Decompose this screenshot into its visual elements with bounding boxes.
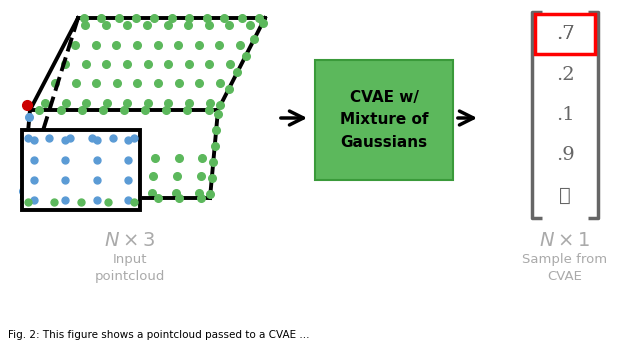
Text: .7: .7 bbox=[556, 25, 574, 43]
Text: CVAE w/
Mixture of
Gaussians: CVAE w/ Mixture of Gaussians bbox=[340, 90, 428, 150]
Text: ⋮: ⋮ bbox=[559, 187, 571, 205]
Text: .2: .2 bbox=[556, 65, 574, 84]
Bar bbox=[535, 15, 595, 53]
Text: .9: .9 bbox=[556, 147, 574, 165]
Text: $N\times3$: $N\times3$ bbox=[104, 232, 156, 250]
Text: Sample from
CVAE: Sample from CVAE bbox=[522, 253, 607, 283]
Text: .7: .7 bbox=[556, 25, 574, 43]
Text: Fig. 2: This figure shows a pointcloud passed to a CVAE ...: Fig. 2: This figure shows a pointcloud p… bbox=[8, 330, 310, 340]
Polygon shape bbox=[22, 110, 218, 198]
Bar bbox=[22, 130, 140, 210]
Text: $N\times1$: $N\times1$ bbox=[540, 232, 591, 250]
Text: .1: .1 bbox=[556, 106, 574, 124]
Polygon shape bbox=[30, 18, 265, 110]
Bar bbox=[315, 60, 453, 180]
Text: Input
pointcloud: Input pointcloud bbox=[95, 253, 165, 283]
